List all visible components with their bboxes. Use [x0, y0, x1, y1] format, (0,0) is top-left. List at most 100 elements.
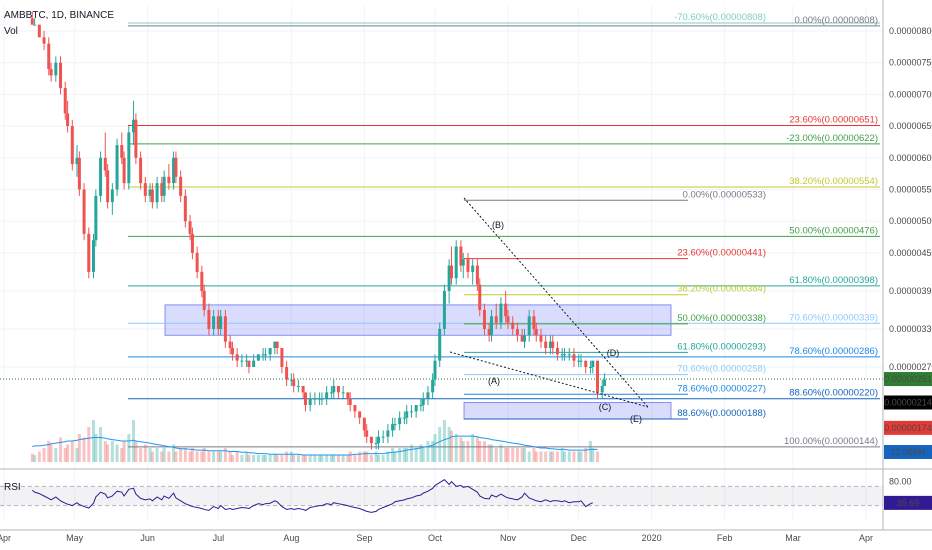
fib-long-label: 100.00%(0.00000144) — [784, 436, 878, 447]
candle-body — [37, 24, 41, 38]
volume-bar — [454, 434, 458, 462]
volume-bar — [336, 455, 340, 462]
candle-body — [219, 316, 223, 329]
volume-bar — [332, 455, 336, 462]
fib-short-label: 61.80%(0.00000293) — [677, 341, 766, 352]
wave-labels: (A) (B) (C) (D) (E) — [488, 220, 642, 424]
volume-bar — [134, 441, 138, 462]
candle-body — [572, 354, 576, 361]
candle-body — [584, 360, 588, 367]
candle-body — [134, 119, 138, 158]
volume-bar — [376, 455, 380, 462]
volume-bar — [155, 448, 159, 462]
volume-bar — [240, 455, 244, 462]
volume-bar — [527, 451, 531, 462]
price-marker-label: 0.00000174 — [884, 423, 932, 433]
candle-body — [143, 183, 147, 196]
candle-body — [494, 316, 498, 323]
candle-body — [579, 360, 583, 362]
candle-body — [172, 157, 176, 184]
candle-body — [362, 417, 366, 431]
volume-bar — [223, 448, 227, 462]
candle-body — [490, 316, 494, 336]
candle-body — [329, 392, 333, 394]
support-zones — [164, 304, 672, 420]
date-tick-label: May — [66, 533, 84, 543]
volume-bar — [66, 444, 70, 462]
candle-body — [402, 417, 406, 419]
candle-body — [273, 341, 277, 348]
candle-body — [183, 195, 187, 222]
volume-bar — [431, 441, 435, 462]
rsi-tick-label: 80.00 — [889, 477, 912, 487]
volume-bar — [341, 455, 345, 462]
volume-bar — [183, 448, 187, 462]
volume-bar — [261, 455, 265, 462]
candle-body — [381, 436, 385, 438]
volume-bar — [438, 427, 442, 462]
volume-bar — [63, 448, 67, 462]
candle-body — [245, 360, 249, 362]
fib-short-label: 88.60%(0.00000188) — [677, 408, 766, 419]
candle-body — [346, 392, 350, 399]
volume-ma-line — [32, 435, 598, 456]
candle-body — [358, 411, 362, 418]
candle-body — [275, 341, 279, 348]
volume-bar — [405, 448, 409, 462]
date-tick-label: Jun — [140, 533, 155, 543]
volume-bar — [49, 444, 53, 462]
volume-bar — [555, 451, 559, 462]
candle-body — [596, 360, 600, 393]
candle-body — [520, 335, 524, 342]
candle-body — [82, 189, 86, 234]
volume-bar — [398, 448, 402, 462]
volume-bar — [42, 448, 46, 462]
volume-bar — [103, 441, 107, 462]
candle-body — [603, 379, 607, 387]
wave-label: (E) — [630, 414, 642, 424]
volume-bar — [426, 441, 430, 462]
candle-body — [75, 157, 79, 165]
candle-body — [94, 195, 98, 241]
candle-body — [223, 316, 227, 342]
volume-bar — [318, 455, 322, 462]
date-tick-label: Mar — [785, 533, 801, 543]
candle-body — [66, 113, 70, 127]
volume-bar — [91, 420, 95, 462]
rsi-marker-box — [884, 495, 932, 510]
support-zone — [164, 304, 672, 336]
volume-bar — [544, 451, 548, 462]
grid — [0, 6, 883, 520]
volume-bar — [449, 430, 453, 462]
volume-bar — [539, 451, 543, 462]
candle-body — [567, 354, 571, 356]
candle-body — [478, 284, 482, 310]
candle-body — [421, 398, 425, 406]
volume-bar — [174, 451, 178, 462]
fib-levels: -70.60%(0.00000808) 0.00%(0.00000808) 23.6… — [0, 12, 883, 448]
rsi-band — [0, 486, 883, 506]
volume-bar — [188, 451, 192, 462]
price-tick-label: 0.00000600 — [889, 153, 932, 163]
candle-body — [240, 360, 244, 362]
rsi-pane — [0, 479, 883, 513]
candle-body — [148, 189, 152, 196]
candle-body — [99, 157, 103, 196]
candle-body — [348, 398, 352, 406]
candle-body — [115, 145, 119, 190]
volume-bar — [30, 453, 34, 462]
volume-bar — [329, 455, 333, 462]
volume-bar — [172, 444, 176, 462]
volume-bar — [167, 451, 171, 462]
candle-body — [532, 316, 536, 329]
candle-body — [499, 303, 503, 323]
volume-bar — [534, 451, 538, 462]
volume-bar — [459, 437, 463, 462]
volume-bar — [37, 451, 41, 462]
candle-body — [414, 405, 418, 412]
candle-body — [174, 157, 178, 177]
candle-body — [544, 341, 548, 348]
volume-bar — [296, 455, 300, 462]
